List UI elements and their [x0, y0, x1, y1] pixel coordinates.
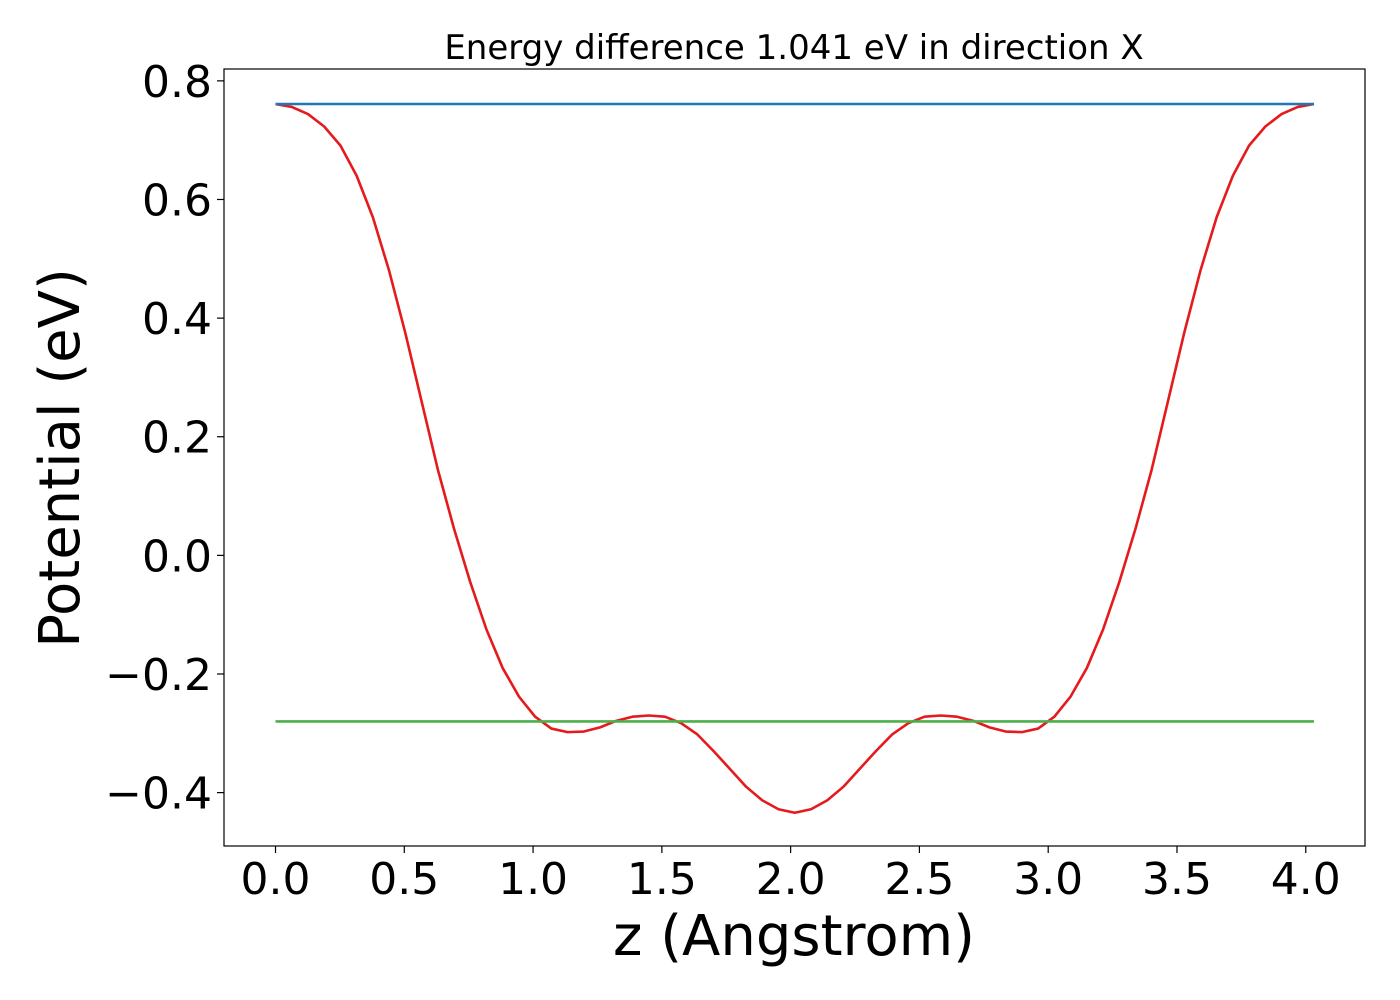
x-tick-label: 4.0	[1271, 854, 1341, 905]
plot-frame	[223, 68, 1366, 847]
plot-lines	[275, 102, 1315, 815]
x-tick-label: 0.0	[241, 854, 311, 905]
x-tick-label: 0.5	[369, 854, 439, 905]
x-tick-label: 3.5	[1142, 854, 1212, 905]
x-axis-label: z (Angstrom)	[613, 904, 975, 969]
y-axis-label: Potential (eV)	[28, 268, 93, 648]
x-axis-ticks: 0.0 0.5 1.0 1.5 2.0 2.5 3.0 3.5 4.0	[241, 846, 1341, 905]
y-tick-label: −0.4	[105, 769, 212, 820]
x-tick-label: 1.0	[498, 854, 568, 905]
y-tick-label: 0.8	[142, 57, 212, 108]
y-tick-label: 0.2	[142, 413, 212, 464]
x-tick-label: 2.0	[756, 854, 826, 905]
y-axis-ticks: −0.4 −0.2 0.0 0.2 0.4 0.6 0.8	[105, 57, 224, 820]
series-line-0	[275, 102, 1315, 815]
chart-title: Energy difference 1.041 eV in direction …	[444, 28, 1143, 68]
y-tick-label: −0.2	[105, 650, 212, 701]
x-tick-label: 3.0	[1013, 854, 1083, 905]
y-tick-label: 0.0	[142, 531, 212, 582]
x-tick-label: 1.5	[627, 854, 697, 905]
x-tick-label: 2.5	[884, 854, 954, 905]
y-tick-label: 0.6	[142, 175, 212, 226]
y-tick-label: 0.4	[142, 294, 212, 345]
